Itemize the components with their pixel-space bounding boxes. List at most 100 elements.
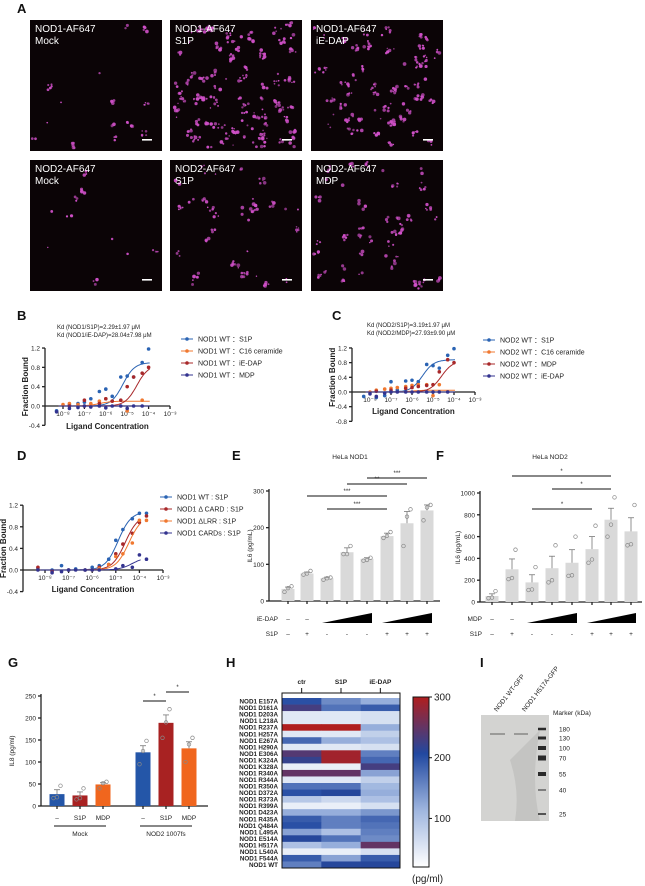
punctum bbox=[339, 80, 343, 84]
image-label-line2: S1P bbox=[175, 176, 194, 187]
punctum bbox=[393, 259, 396, 263]
x-tick-label: 10⁻⁵ bbox=[109, 575, 123, 582]
punctum bbox=[211, 205, 215, 210]
bar bbox=[624, 531, 638, 602]
punctum bbox=[50, 210, 54, 213]
treatment-mark: – bbox=[286, 631, 290, 638]
punctum bbox=[394, 232, 398, 236]
punctum bbox=[210, 228, 214, 232]
data-point bbox=[389, 379, 393, 384]
punctum bbox=[359, 117, 363, 121]
punctum bbox=[189, 129, 193, 133]
punctum bbox=[280, 140, 285, 144]
punctum bbox=[425, 208, 428, 211]
punctum bbox=[242, 135, 246, 139]
treatment-mark: + bbox=[405, 631, 409, 638]
punctum bbox=[384, 26, 388, 30]
punctum bbox=[413, 283, 418, 287]
punctum bbox=[395, 90, 397, 93]
heatmap-cell bbox=[321, 809, 361, 816]
replicate-point bbox=[608, 522, 614, 527]
punctum bbox=[98, 72, 101, 75]
punctum bbox=[341, 36, 344, 40]
punctum bbox=[346, 118, 350, 122]
punctum bbox=[247, 36, 251, 41]
punctum bbox=[373, 108, 377, 112]
bar-group-4 bbox=[158, 707, 174, 809]
data-point bbox=[144, 518, 149, 523]
punctum bbox=[397, 255, 399, 258]
heatmap-cell bbox=[360, 835, 401, 843]
fit-curve bbox=[40, 519, 141, 571]
y-tick-label: 1.2 bbox=[338, 345, 347, 352]
punctum bbox=[263, 113, 266, 116]
heatmap-cell bbox=[321, 848, 361, 856]
punctum bbox=[318, 195, 322, 199]
series-3: NOD1 CARDs : S1P bbox=[36, 531, 241, 575]
heatmap-cell bbox=[321, 763, 361, 771]
punctum bbox=[355, 43, 358, 47]
heatmap-cell bbox=[321, 815, 361, 823]
punctum bbox=[291, 81, 293, 84]
heatmap-cell bbox=[321, 789, 361, 797]
replicate-point bbox=[100, 780, 106, 786]
punctum bbox=[386, 215, 390, 219]
row-label: NOD1 E306A bbox=[240, 751, 279, 758]
punctum bbox=[69, 214, 73, 217]
data-point bbox=[125, 374, 129, 378]
colorbar-tick-label: 300 bbox=[434, 693, 451, 704]
punctum bbox=[112, 122, 116, 127]
heatmap-cell bbox=[282, 822, 322, 830]
replicate-point bbox=[282, 589, 287, 594]
punctum bbox=[263, 53, 266, 56]
punctum bbox=[367, 45, 371, 49]
data-point bbox=[382, 387, 387, 391]
heatmap-cell bbox=[282, 724, 322, 731]
x-tick-label: 10⁻³ bbox=[469, 397, 483, 404]
punctum bbox=[373, 82, 377, 86]
punctum bbox=[260, 136, 265, 141]
punctum bbox=[417, 44, 422, 48]
punctum bbox=[47, 83, 50, 87]
punctum bbox=[190, 71, 193, 74]
heatmap-cell bbox=[360, 828, 401, 836]
punctum bbox=[179, 179, 181, 182]
punctum bbox=[418, 62, 421, 66]
punctum bbox=[358, 273, 360, 275]
punctum bbox=[333, 98, 336, 101]
row-label: NOD1 WT bbox=[249, 862, 278, 869]
punctum bbox=[195, 97, 200, 101]
bar bbox=[565, 562, 579, 602]
legend-entry: NOD1 Δ CARD : S1P bbox=[177, 507, 244, 514]
heatmap-cell bbox=[282, 776, 322, 784]
heatmap-cell bbox=[360, 861, 401, 869]
punctum bbox=[340, 279, 344, 283]
punctum bbox=[369, 241, 371, 244]
punctum bbox=[386, 220, 389, 224]
punctum bbox=[205, 120, 207, 123]
bar bbox=[300, 573, 314, 601]
punctum bbox=[288, 130, 293, 134]
punctum bbox=[258, 137, 262, 141]
punctum bbox=[213, 84, 217, 88]
punctum bbox=[347, 85, 350, 88]
punctum bbox=[351, 73, 355, 77]
punctum bbox=[378, 134, 380, 136]
punctum bbox=[175, 109, 179, 113]
punctum bbox=[141, 134, 144, 137]
punctum bbox=[386, 109, 390, 113]
punctum bbox=[419, 32, 423, 36]
image-label-line2: MDP bbox=[316, 176, 339, 187]
punctum bbox=[344, 37, 348, 41]
punctum bbox=[387, 106, 390, 110]
legend-marker bbox=[164, 519, 168, 523]
punctum bbox=[357, 117, 361, 121]
x-tick-label: 10⁻³ bbox=[164, 411, 178, 418]
punctum bbox=[187, 200, 191, 204]
punctum bbox=[242, 275, 246, 279]
punctum bbox=[416, 83, 419, 87]
punctum bbox=[282, 37, 286, 41]
punctum bbox=[127, 122, 129, 124]
treatment-mark: - bbox=[346, 631, 348, 638]
